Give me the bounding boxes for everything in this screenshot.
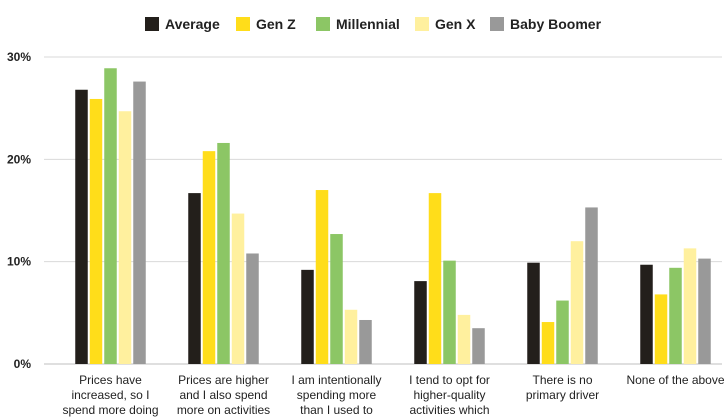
y-tick-label: 20% [7,152,31,166]
category-label: I am intentionally spending more than I us… [291,373,381,417]
bar [344,309,358,364]
bar [541,322,555,364]
legend-item: Gen Z [236,16,296,32]
bar [133,81,146,364]
bar-group [188,142,259,364]
bar [428,193,442,364]
bar [188,193,201,364]
bar-group [75,68,146,365]
bar [683,248,697,364]
bar [527,262,540,364]
legend-swatch [415,17,429,31]
bar [104,68,117,365]
bars [75,68,711,365]
legend-label: Gen X [435,16,476,32]
bar-group [414,193,485,364]
gridlines [44,56,722,365]
y-axis: 0% 10% 20% 30% [7,50,31,371]
bar [570,241,584,364]
bar [414,281,427,364]
bar [640,264,653,364]
bar-group [640,248,711,364]
legend-swatch [490,17,504,31]
bar [359,319,372,364]
legend-swatch [316,17,330,31]
bar [202,151,216,364]
y-tick-label: 10% [7,255,31,269]
bar [301,269,314,364]
bar [118,111,132,364]
bar-group [301,190,372,364]
legend-label: Millennial [336,16,400,32]
bar [75,89,88,364]
bar [654,294,668,364]
legend-swatch [145,17,159,31]
bar [231,213,245,364]
legend-label: Gen Z [256,16,296,32]
bar [443,260,456,364]
category-label: None of the above [626,373,724,387]
bar [217,142,230,364]
legend-item: Baby Boomer [490,16,602,32]
category-label: Prices are higher and I also spend more on… [177,373,270,417]
bar [330,234,343,364]
bar [698,258,711,364]
bar [89,98,103,364]
legend-item: Millennial [316,16,400,32]
bar [585,207,598,364]
legend-item: Average [145,16,220,32]
bar [556,300,569,364]
bar-group [527,207,598,364]
legend-label: Average [165,16,220,32]
bar [457,314,471,364]
category-label: I tend to opt for higher-quality activitie… [409,373,490,417]
bar [246,253,259,364]
bar [315,190,329,364]
legend-label: Baby Boomer [510,16,602,32]
legend-swatch [236,17,250,31]
bar [669,267,682,364]
y-tick-label: 30% [7,50,31,64]
bar [472,328,485,364]
legend: Average Gen Z Millennial Gen X Baby Boomer [145,16,602,32]
y-tick-label: 0% [14,357,32,371]
category-label: There is no primary driver [526,373,599,402]
legend-item: Gen X [415,16,476,32]
